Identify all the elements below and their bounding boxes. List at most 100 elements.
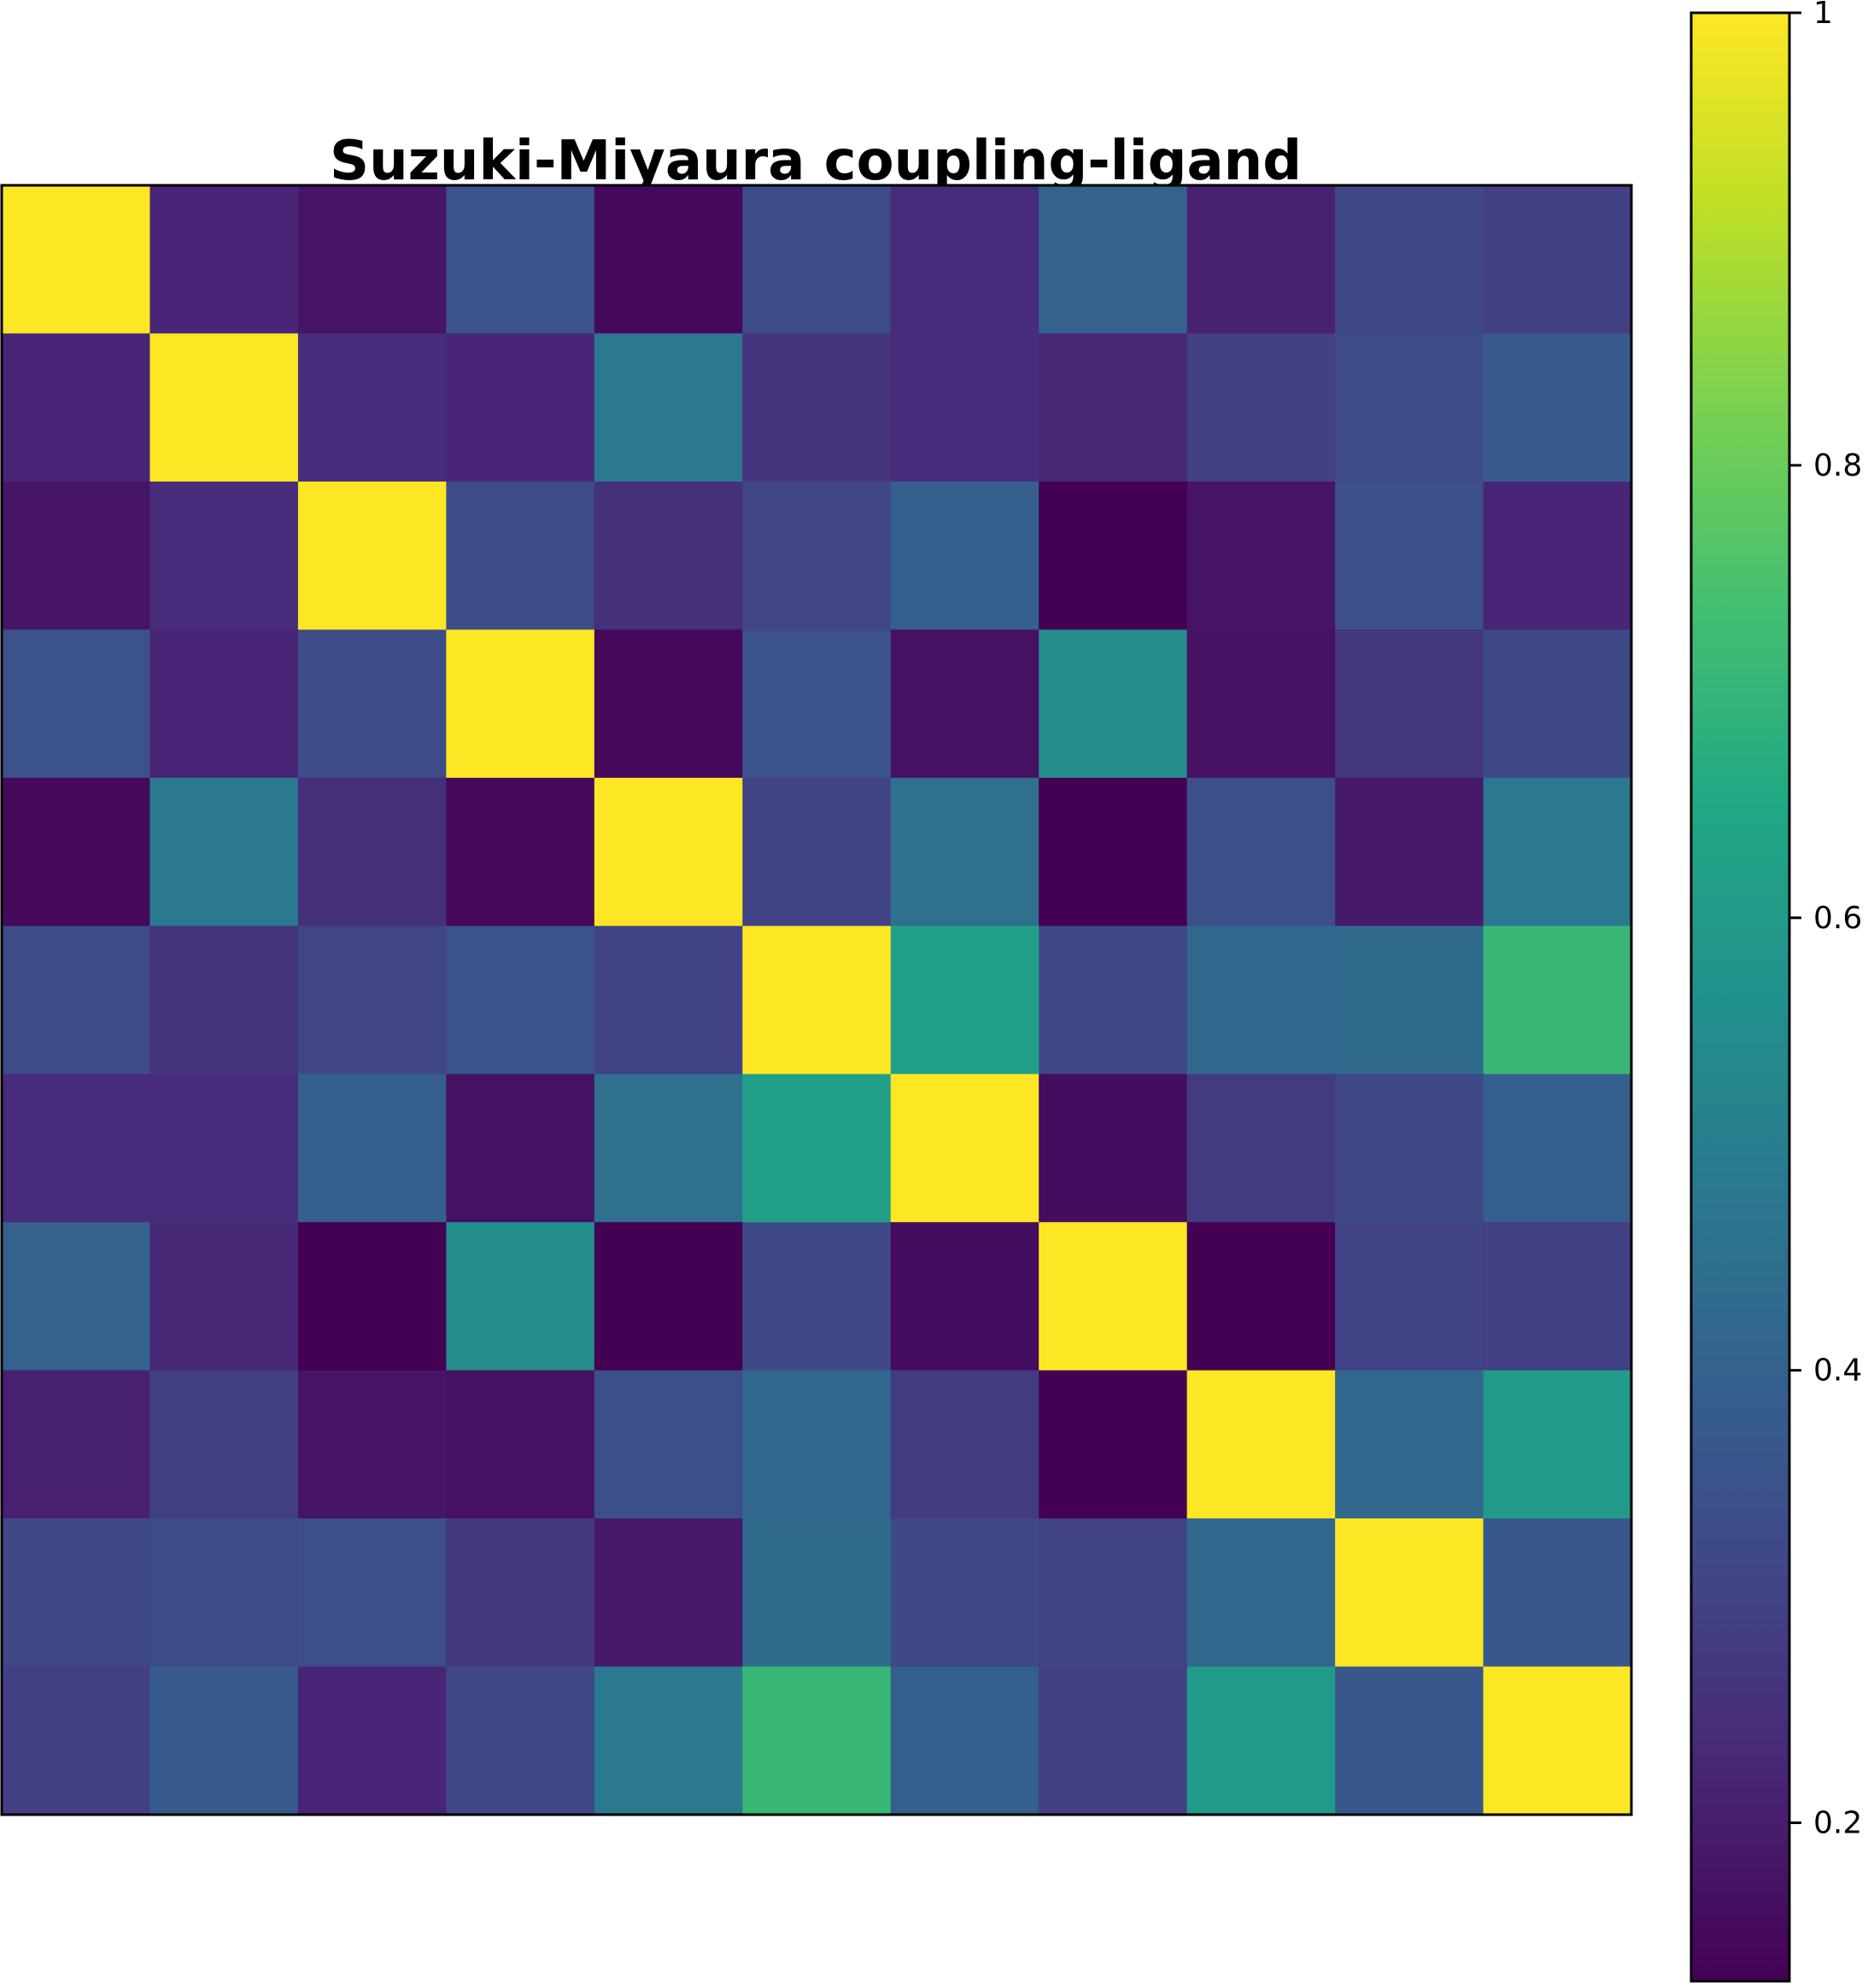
chart-title: Suzuki-Miyaura coupling-ligand [330, 130, 1302, 193]
heatmap-cell-r8-c10 [1483, 1370, 1632, 1519]
heatmap-cell-r8-c1 [149, 1370, 299, 1519]
heatmap-cell-r0-c10 [1483, 185, 1632, 335]
heatmap-frame [0, 184, 1633, 1816]
heatmap-cell-r10-c5 [742, 1666, 892, 1816]
heatmap-cell-r7-c2 [297, 1222, 447, 1371]
heatmap-cell-r6-c1 [149, 1073, 299, 1223]
heatmap-cell-r1-c2 [297, 333, 447, 482]
heatmap-cell-r10-c2 [297, 1666, 447, 1816]
heatmap-cell-r7-c4 [594, 1222, 743, 1371]
heatmap-cell-r5-c9 [1335, 926, 1484, 1075]
heatmap-cell-r1-c1 [149, 333, 299, 482]
heatmap-cell-r4-c1 [149, 777, 299, 927]
heatmap-cell-r8-c8 [1186, 1370, 1336, 1519]
heatmap-cell-r7-c8 [1186, 1222, 1336, 1371]
heatmap-cell-r7-c9 [1335, 1222, 1484, 1371]
heatmap-cell-r8-c2 [297, 1370, 447, 1519]
heatmap-cell-r4-c4 [594, 777, 743, 927]
heatmap-cell-r3-c8 [1186, 629, 1336, 779]
heatmap-cell-r2-c4 [594, 481, 743, 630]
heatmap-cell-r7-c10 [1483, 1222, 1632, 1371]
heatmap-cell-r7-c0 [2, 1222, 151, 1371]
heatmap-cell-r3-c1 [149, 629, 299, 779]
heatmap-cell-r10-c3 [446, 1666, 595, 1816]
heatmap-cell-r5-c10 [1483, 926, 1632, 1075]
heatmap-cell-r1-c4 [594, 333, 743, 482]
heatmap-cell-r1-c10 [1483, 333, 1632, 482]
heatmap-cell-r9-c10 [1483, 1518, 1632, 1668]
heatmap-cell-r6-c6 [890, 1073, 1039, 1223]
heatmap-cell-r8-c7 [1039, 1370, 1188, 1519]
heatmap-cell-r2-c7 [1039, 481, 1188, 630]
heatmap-cell-r6-c10 [1483, 1073, 1632, 1223]
heatmap-cell-r1-c8 [1186, 333, 1336, 482]
heatmap-cell-r4-c7 [1039, 777, 1188, 927]
heatmap-cell-r0-c4 [594, 185, 743, 335]
heatmap-cell-r10-c9 [1335, 1666, 1484, 1816]
heatmap-cell-r5-c5 [742, 926, 892, 1075]
heatmap-cell-r6-c2 [297, 1073, 447, 1223]
heatmap-cell-r9-c7 [1039, 1518, 1188, 1668]
colorbar-ticks: 0.2 0.4 0.6 0.8 1 [1789, 0, 1862, 1841]
heatmap-cell-r4-c2 [297, 777, 447, 927]
heatmap-cell-r5-c7 [1039, 926, 1188, 1075]
heatmap-cell-r2-c3 [446, 481, 595, 630]
heatmap-cell-r9-c2 [297, 1518, 447, 1668]
heatmap-cell-r5-c4 [594, 926, 743, 1075]
heatmap-cell-r10-c4 [594, 1666, 743, 1816]
heatmap-cell-r7-c1 [149, 1222, 299, 1371]
heatmap-cell-r8-c5 [742, 1370, 892, 1519]
heatmap-cell-r5-c0 [2, 926, 151, 1075]
heatmap-cell-r4-c10 [1483, 777, 1632, 927]
heatmap-cell-r4-c8 [1186, 777, 1336, 927]
heatmap-cell-r9-c3 [446, 1518, 595, 1668]
colorbar-tick-label: 0.6 [1813, 901, 1862, 936]
heatmap-cell-r0-c7 [1039, 185, 1188, 335]
heatmap-cell-r10-c7 [1039, 1666, 1188, 1816]
heatmap-cell-r0-c1 [149, 185, 299, 335]
heatmap-cell-r9-c5 [742, 1518, 892, 1668]
heatmap-cell-r7-c7 [1039, 1222, 1188, 1371]
heatmap-cell-r2-c0 [2, 481, 151, 630]
heatmap-cell-r7-c5 [742, 1222, 892, 1371]
heatmap-cell-r2-c5 [742, 481, 892, 630]
heatmap-cell-r9-c9 [1335, 1518, 1484, 1668]
heatmap-cell-r8-c0 [2, 1370, 151, 1519]
colorbar-tick-label: 0.8 [1813, 448, 1862, 483]
heatmap-cell-r5-c3 [446, 926, 595, 1075]
heatmap-cell-r0-c9 [1335, 185, 1484, 335]
heatmap-cell-r4-c0 [2, 777, 151, 927]
heatmap-cell-r3-c2 [297, 629, 447, 779]
colorbar-tick-label: 0.4 [1813, 1354, 1862, 1389]
heatmap-cell-r5-c2 [297, 926, 447, 1075]
heatmap-cell-r2-c10 [1483, 481, 1632, 630]
heatmap-cell-r8-c4 [594, 1370, 743, 1519]
colorbar-tick-label: 0.2 [1813, 1806, 1862, 1841]
heatmap-cell-r0-c6 [890, 185, 1039, 335]
heatmap-cell-r1-c0 [2, 333, 151, 482]
heatmap-cell-r9-c4 [594, 1518, 743, 1668]
heatmap-cell-r3-c4 [594, 629, 743, 779]
heatmap-cell-r4-c5 [742, 777, 892, 927]
heatmap-cell-r4-c3 [446, 777, 595, 927]
heatmap-cell-r7-c6 [890, 1222, 1039, 1371]
heatmap-cell-r3-c5 [742, 629, 892, 779]
heatmap-cell-r0-c0 [2, 185, 151, 335]
heatmap-cell-r3-c10 [1483, 629, 1632, 779]
heatmap-cell-r3-c0 [2, 629, 151, 779]
heatmap-cell-r2-c1 [149, 481, 299, 630]
heatmap-cell-r5-c6 [890, 926, 1039, 1075]
heatmap-cell-r1-c3 [446, 333, 595, 482]
heatmap-cell-r5-c8 [1186, 926, 1336, 1075]
heatmap-cell-r9-c8 [1186, 1518, 1336, 1668]
heatmap-cells [2, 185, 1632, 1816]
heatmap-cell-r6-c7 [1039, 1073, 1188, 1223]
heatmap-cell-r3-c9 [1335, 629, 1484, 779]
heatmap-cell-r0-c8 [1186, 185, 1336, 335]
heatmap-cell-r2-c9 [1335, 481, 1484, 630]
heatmap-cell-r10-c1 [149, 1666, 299, 1816]
heatmap-cell-r1-c6 [890, 333, 1039, 482]
heatmap-cell-r8-c6 [890, 1370, 1039, 1519]
heatmap-cell-r1-c9 [1335, 333, 1484, 482]
heatmap-cell-r9-c0 [2, 1518, 151, 1668]
